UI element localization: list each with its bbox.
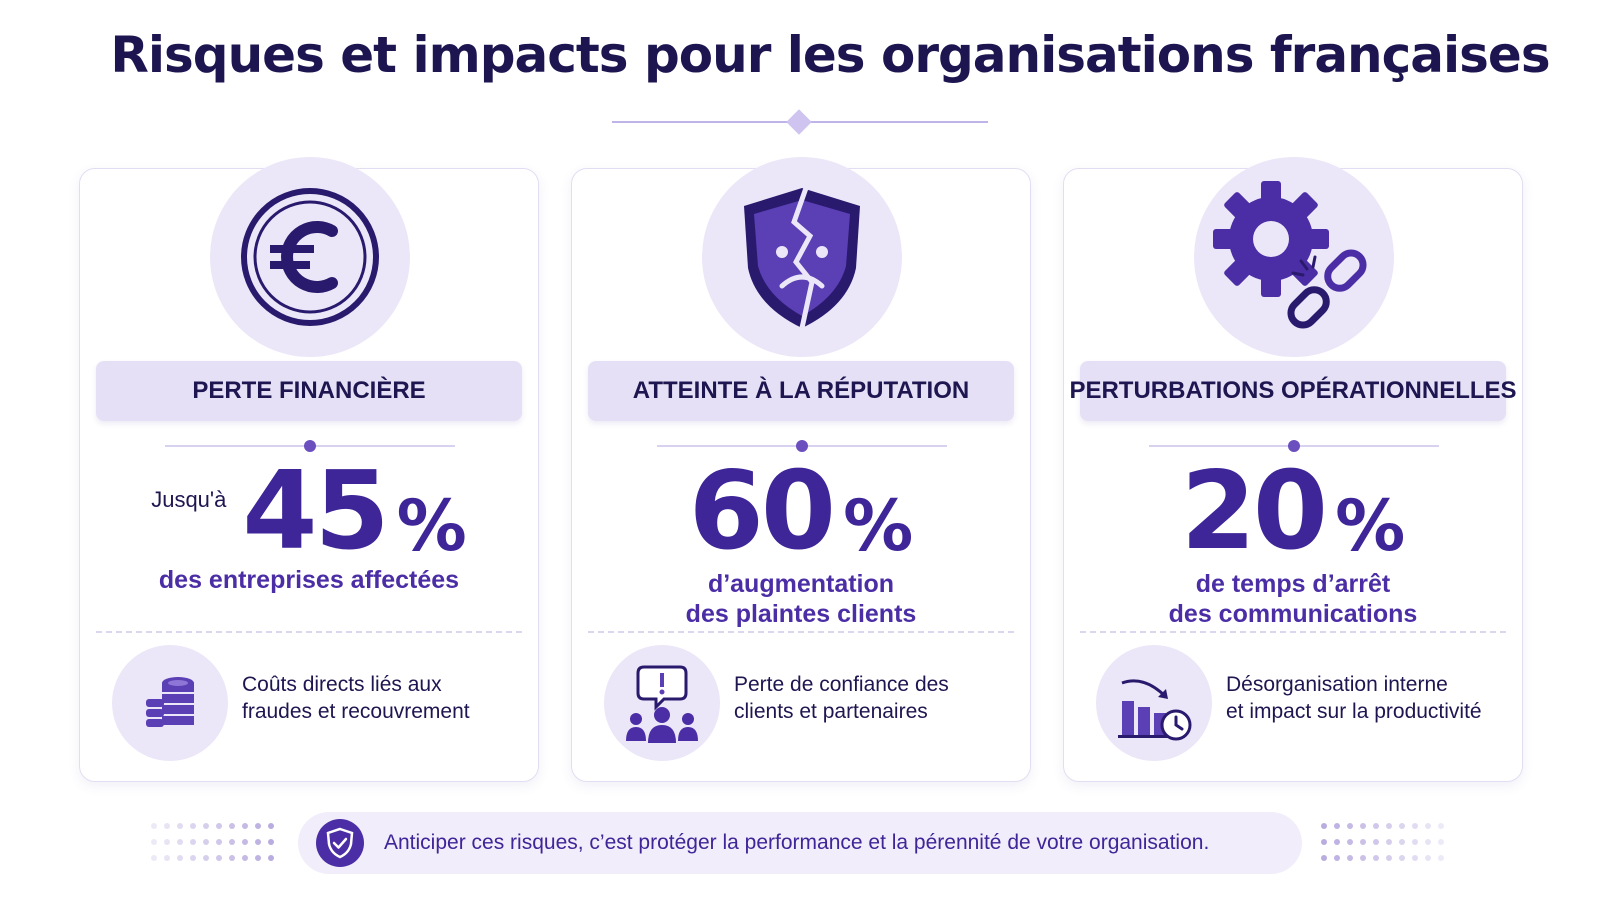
stat-description: d’augmentation des plaintes clients bbox=[572, 569, 1030, 629]
stat-description-line: de temps d’arrêt bbox=[1195, 570, 1391, 598]
impact-note-line: clients et partenaires bbox=[734, 700, 928, 723]
impact-note-line: Désorganisation interne bbox=[1226, 673, 1448, 696]
banner-text: Anticiper ces risques, c’est protéger la… bbox=[384, 831, 1210, 854]
stat-value: 45 bbox=[242, 449, 389, 574]
separator bbox=[165, 439, 455, 453]
impact-note-line: Coûts directs liés aux bbox=[242, 673, 442, 696]
separator bbox=[1149, 439, 1439, 453]
complaining-people-icon bbox=[604, 645, 720, 761]
impact-note: Désorganisation interne et impact sur la… bbox=[1226, 671, 1516, 725]
impact-note-line: fraudes et recouvrement bbox=[242, 700, 470, 723]
stat-block: Jusqu'à 45 % bbox=[80, 457, 538, 567]
card-label: PERTURBATIONS OPÉRATIONNELLES bbox=[1069, 361, 1517, 421]
stat-block: 20 % bbox=[1064, 457, 1522, 567]
decorative-dots bbox=[1321, 823, 1444, 861]
conclusion-banner: Anticiper ces risques, c’est protéger la… bbox=[298, 812, 1302, 874]
stat-description-line: des communications bbox=[1168, 600, 1418, 628]
stat-description-line: d’augmentation bbox=[707, 570, 895, 598]
stat-prefix: Jusqu'à bbox=[151, 487, 227, 512]
stat-unit: % bbox=[396, 485, 467, 567]
dashed-divider bbox=[1080, 631, 1506, 633]
page-title: Risques et impacts pour les organisation… bbox=[110, 26, 1550, 84]
card-operational-disruption: PERTURBATIONS OPÉRATIONNELLES 20 % de te… bbox=[1063, 157, 1523, 782]
gear-broken-chain-icon bbox=[1194, 157, 1394, 357]
coin-stack-icon bbox=[112, 645, 228, 761]
stat-description-line: des entreprises affectées bbox=[158, 566, 460, 594]
card-label: PERTE FINANCIÈRE bbox=[96, 361, 522, 421]
separator bbox=[657, 439, 947, 453]
stat-description-line: des plaintes clients bbox=[685, 600, 917, 628]
title-divider bbox=[612, 109, 988, 135]
stat-block: 60 % bbox=[572, 457, 1030, 567]
stat-value: 60 bbox=[688, 449, 836, 574]
stat-unit: % bbox=[843, 485, 914, 567]
impact-note: Perte de confiance des clients et parten… bbox=[734, 671, 1024, 725]
dashed-divider bbox=[588, 631, 1014, 633]
stat-description: de temps d’arrêt des communications bbox=[1064, 569, 1522, 629]
card-label: ATTEINTE À LA RÉPUTATION bbox=[588, 361, 1014, 421]
impact-note-line: Perte de confiance des bbox=[734, 673, 949, 696]
impact-note: Coûts directs liés aux fraudes et recouv… bbox=[242, 671, 532, 725]
euro-coin-icon bbox=[210, 157, 410, 357]
declining-chart-clock-icon bbox=[1096, 645, 1212, 761]
dashed-divider bbox=[96, 631, 522, 633]
stat-description: des entreprises affectées bbox=[80, 565, 538, 595]
shield-check-icon bbox=[316, 819, 364, 867]
stat-value: 20 bbox=[1180, 449, 1328, 574]
stat-unit: % bbox=[1335, 485, 1406, 567]
impact-note-line: et impact sur la productivité bbox=[1226, 700, 1482, 723]
card-financial-loss: PERTE FINANCIÈRE Jusqu'à 45 % des entrep… bbox=[79, 157, 539, 782]
decorative-dots bbox=[151, 823, 274, 861]
broken-shield-icon bbox=[702, 157, 902, 357]
card-reputation-damage: ATTEINTE À LA RÉPUTATION 60 % d’augmenta… bbox=[571, 157, 1031, 782]
